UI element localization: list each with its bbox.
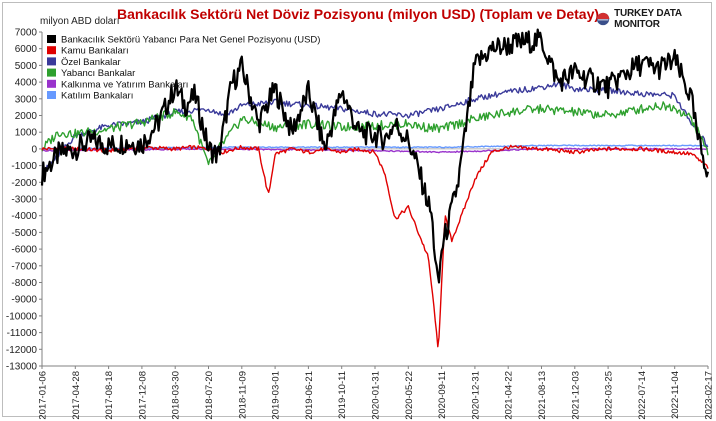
y-tick-label: -9000	[11, 295, 37, 306]
brand-logo: TURKEY DATA MONITOR	[596, 8, 716, 30]
x-tick-label: 2020-09-11	[437, 371, 448, 419]
y-tick-label: 4000	[15, 78, 38, 89]
x-tick-label: 2020-12-31	[470, 371, 481, 420]
y-tick-label: -10000	[6, 311, 38, 322]
brand-name: TURKEY DATA MONITOR	[614, 8, 682, 30]
y-tick-label: -2000	[11, 178, 37, 189]
x-tick-label: 2018-11-09	[237, 371, 248, 419]
legend-swatch	[47, 79, 56, 88]
legend-label: Katılım Bankaları	[61, 91, 133, 102]
legend-label: Yabancı Bankalar	[61, 68, 135, 79]
x-tick-label: 2019-06-21	[304, 371, 315, 420]
x-tick-label: 2018-03-30	[171, 371, 182, 420]
x-tick-label: 2019-10-11	[337, 371, 348, 419]
y-tick-label: -8000	[11, 278, 37, 289]
x-tick-label: 2021-08-13	[537, 371, 548, 420]
y-tick-label: 6000	[15, 44, 38, 55]
x-tick-label: 2017-01-06	[38, 371, 49, 420]
x-tick-label: 2017-12-08	[137, 371, 148, 420]
series-line	[40, 28, 710, 284]
y-tick-label: -3000	[11, 195, 37, 206]
x-tick-label: 2020-01-31	[371, 371, 382, 420]
x-tick-label: 2018-07-20	[204, 371, 215, 420]
chart-frame	[2, 2, 712, 417]
x-tick-label: 2019-03-01	[271, 371, 282, 420]
legend-swatch	[47, 46, 56, 55]
x-tick-label: 2022-11-04	[670, 371, 681, 419]
legend-swatch	[47, 91, 56, 99]
y-unit-label: milyon ABD doları	[40, 16, 120, 27]
y-tick-label: -6000	[11, 245, 37, 256]
y-tick-label: -11000	[7, 328, 38, 339]
y-tick-label: -12000	[6, 345, 38, 356]
x-tick-label: 2022-07-14	[637, 371, 648, 420]
y-tick-label: -5000	[11, 228, 37, 239]
x-tick-label: 2022-03-25	[604, 371, 615, 420]
y-tick-label: 2000	[15, 111, 38, 122]
legend-label: Özel Bankalar	[61, 57, 121, 68]
legend-label: Kalkınma ve Yatırım Bankaları	[61, 79, 188, 90]
y-tick-label: 5000	[15, 61, 38, 72]
y-tick-label: 1000	[15, 128, 38, 139]
x-tick-label: 2017-08-18	[104, 371, 115, 420]
y-tick-label: -13000	[6, 362, 38, 373]
series-line	[41, 101, 709, 166]
x-tick-label: 2017-04-28	[71, 371, 82, 420]
legend-swatch	[47, 57, 56, 66]
legend-swatch	[47, 68, 56, 77]
y-tick-label: 3000	[15, 94, 38, 105]
x-tick-label: 2021-12-03	[570, 371, 581, 420]
y-tick-label: -7000	[11, 261, 37, 272]
legend-label: Kamu Bankaları	[61, 46, 129, 57]
x-tick-label: 2021-04-22	[504, 371, 515, 420]
x-tick-label: 2023-02-17	[704, 371, 715, 420]
y-tick-label: 0	[31, 144, 37, 155]
y-tick-label: 7000	[15, 28, 38, 39]
globe-icon	[596, 12, 610, 26]
y-tick-label: -4000	[11, 211, 37, 222]
y-tick-label: -1000	[11, 161, 37, 172]
series-line	[41, 144, 709, 348]
legend-label: Bankacılık Sektörü Yabancı Para Net Gene…	[61, 35, 320, 46]
chart-title: Bankacılık Sektörü Net Döviz Pozisyonu (…	[116, 6, 600, 22]
legend-swatch	[47, 35, 56, 43]
x-tick-label: 2020-05-22	[404, 371, 415, 420]
